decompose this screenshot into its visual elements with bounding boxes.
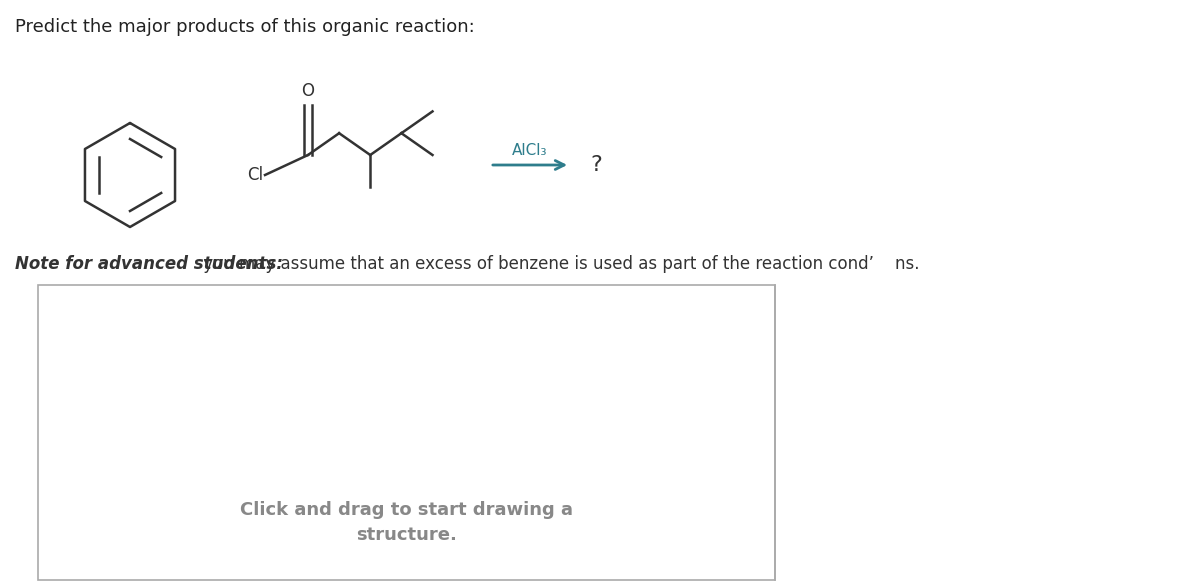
Text: structure.: structure.	[356, 526, 457, 544]
Text: Click and drag to start drawing a: Click and drag to start drawing a	[240, 501, 574, 519]
Text: ?: ?	[590, 155, 601, 175]
Text: O: O	[301, 82, 314, 100]
Text: Predict the major products of this organic reaction:: Predict the major products of this organ…	[14, 18, 475, 36]
Text: Cl: Cl	[247, 166, 263, 184]
Text: AlCl₃: AlCl₃	[512, 143, 547, 158]
Text: Note for advanced students:: Note for advanced students:	[14, 255, 283, 273]
Text: you may assume that an excess of benzene is used as part of the reaction cond’  : you may assume that an excess of benzene…	[198, 255, 919, 273]
Bar	[38, 285, 775, 580]
